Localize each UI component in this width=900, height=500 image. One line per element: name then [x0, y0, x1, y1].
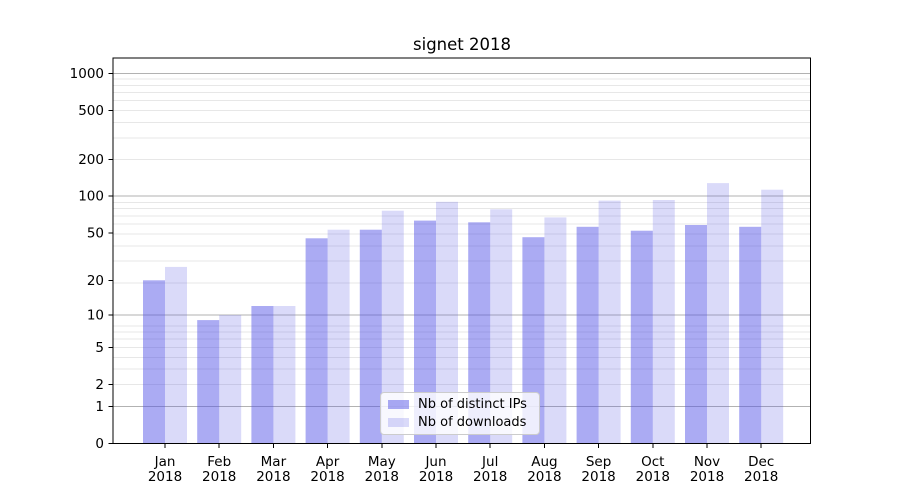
- bar-downloads-nov: [707, 183, 729, 444]
- bar-downloads-mar: [273, 306, 296, 444]
- x-tick-label-month: Jun: [424, 454, 446, 470]
- y-tick-label: 200: [78, 152, 104, 168]
- bar-distinct-ips-dec: [739, 226, 762, 444]
- x-tick-label-year: 2018: [202, 469, 236, 485]
- bar-downloads-apr: [327, 229, 350, 444]
- chart-title: signet 2018: [413, 35, 511, 54]
- bar-distinct-ips-apr: [305, 238, 328, 444]
- bar-distinct-ips-jan: [143, 280, 165, 444]
- x-tick-label-month: Aug: [531, 454, 557, 470]
- y-tick-label: 100: [78, 189, 104, 205]
- bar-downloads-jun: [436, 201, 458, 444]
- legend-swatch-downloads-icon: [388, 417, 409, 427]
- x-tick-label-month: Sep: [586, 454, 611, 470]
- bar-downloads-feb: [219, 315, 242, 444]
- x-tick-label-month: Feb: [207, 454, 231, 470]
- legend: Nb of distinct IPs Nb of downloads: [380, 392, 540, 435]
- x-tick-label-month: Jan: [154, 454, 176, 470]
- bar-downloads-dec: [761, 189, 784, 444]
- y-tick-label: 50: [87, 225, 104, 241]
- x-tick-label-month: Dec: [748, 454, 774, 470]
- bar-downloads-aug: [544, 217, 567, 444]
- bar-distinct-ips-feb: [197, 320, 220, 444]
- bar-distinct-ips-mar: [251, 306, 274, 444]
- y-tick-label: 500: [78, 103, 104, 119]
- y-tick-label: 1000: [70, 66, 104, 82]
- x-tick-label-year: 2018: [256, 469, 290, 485]
- x-tick-label-year: 2018: [473, 469, 507, 485]
- bar-distinct-ips-sep: [576, 226, 599, 444]
- x-tick-label-month: Jul: [481, 454, 498, 470]
- x-tick-label-month: Oct: [641, 454, 664, 470]
- x-tick-label-month: Mar: [261, 454, 287, 470]
- legend-item-distinct-ips: Nb of distinct IPs: [388, 397, 532, 412]
- x-tick-label-year: 2018: [581, 469, 615, 485]
- x-tick-label-year: 2018: [310, 469, 344, 485]
- bar-downloads-oct: [652, 200, 675, 444]
- x-tick-label-year: 2018: [690, 469, 724, 485]
- x-tick-label-year: 2018: [419, 469, 453, 485]
- bar-downloads-jul: [490, 209, 513, 444]
- bar-downloads-may: [381, 210, 404, 444]
- x-tick-label-year: 2018: [365, 469, 399, 485]
- plot-border: [112, 57, 811, 444]
- bar-distinct-ips-may: [359, 229, 382, 444]
- y-tick-label: 20: [87, 273, 104, 289]
- bar-downloads-jan: [165, 266, 187, 444]
- bar-downloads-sep: [598, 200, 621, 444]
- x-tick-label-year: 2018: [527, 469, 561, 485]
- legend-label-distinct-ips: Nb of distinct IPs: [418, 397, 527, 413]
- bar-distinct-ips-jun: [414, 220, 436, 444]
- legend-swatch-distinct-ips-icon: [388, 400, 409, 410]
- y-tick-label: 1: [95, 399, 104, 415]
- legend-label-downloads: Nb of downloads: [418, 414, 527, 430]
- bar-distinct-ips-aug: [522, 237, 545, 444]
- x-tick-label-month: Nov: [694, 454, 720, 470]
- y-tick-label: 0: [95, 436, 104, 452]
- x-tick-label-year: 2018: [636, 469, 670, 485]
- x-tick-label-year: 2018: [744, 469, 778, 485]
- y-tick-label: 10: [87, 308, 104, 324]
- bar-distinct-ips-nov: [685, 225, 707, 444]
- x-tick-label-month: Apr: [316, 454, 340, 470]
- bar-distinct-ips-jul: [468, 222, 491, 444]
- y-tick-label: 2: [95, 377, 104, 393]
- y-tick-label: 5: [95, 340, 104, 356]
- bar-distinct-ips-oct: [630, 230, 653, 444]
- x-tick-label-month: May: [368, 454, 396, 470]
- legend-item-downloads: Nb of downloads: [388, 415, 532, 430]
- x-tick-label-year: 2018: [148, 469, 182, 485]
